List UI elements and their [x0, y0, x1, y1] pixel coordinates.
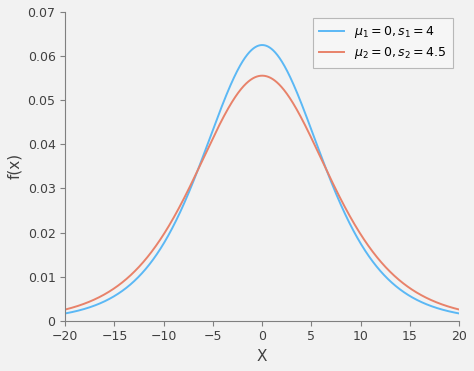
$\mu_1=0,s_1=4$ [259, 43, 265, 47]
$\mu_2=0,s_2=4.5$ [445, 304, 451, 309]
$\mu_2=0,s_2=4.5$ [82, 301, 88, 306]
Line: $\mu_2=0,s_2=4.5$: $\mu_2=0,s_2=4.5$ [65, 76, 459, 309]
$\mu_2=0,s_2=4.5$ [445, 304, 450, 309]
Line: $\mu_1=0,s_1=4$: $\mu_1=0,s_1=4$ [65, 45, 459, 313]
$\mu_1=0,s_1=4$ [445, 309, 450, 313]
Legend: $\mu_1=0,s_1=4$, $\mu_2=0,s_2=4.5$: $\mu_1=0,s_1=4$, $\mu_2=0,s_2=4.5$ [313, 18, 453, 68]
$\mu_1=0,s_1=4$ [254, 44, 260, 49]
$\mu_1=0,s_1=4$ [63, 311, 68, 316]
$\mu_2=0,s_2=4.5$ [63, 307, 68, 312]
$\mu_1=0,s_1=4$ [244, 54, 249, 58]
$\mu_2=0,s_2=4.5$ [456, 307, 462, 312]
X-axis label: X: X [257, 349, 267, 364]
$\mu_2=0,s_2=4.5$ [244, 81, 249, 86]
$\mu_1=0,s_1=4$ [456, 311, 462, 316]
$\mu_1=0,s_1=4$ [82, 306, 88, 311]
$\mu_2=0,s_2=4.5$ [259, 73, 265, 78]
$\mu_2=0,s_2=4.5$ [254, 74, 260, 79]
$\mu_2=0,s_2=4.5$ [373, 253, 378, 257]
Y-axis label: f(x): f(x) [7, 153, 22, 180]
$\mu_1=0,s_1=4$ [373, 263, 378, 267]
$\mu_1=0,s_1=4$ [445, 309, 451, 313]
